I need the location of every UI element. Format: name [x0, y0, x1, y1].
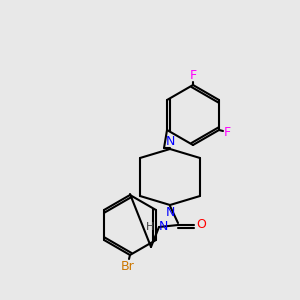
Text: N: N: [159, 220, 168, 233]
Text: N: N: [165, 206, 175, 219]
Text: O: O: [196, 218, 206, 232]
Text: Br: Br: [121, 260, 135, 273]
Text: H: H: [146, 222, 154, 232]
Text: F: F: [224, 125, 231, 139]
Text: N: N: [165, 135, 175, 148]
Text: F: F: [189, 69, 197, 82]
